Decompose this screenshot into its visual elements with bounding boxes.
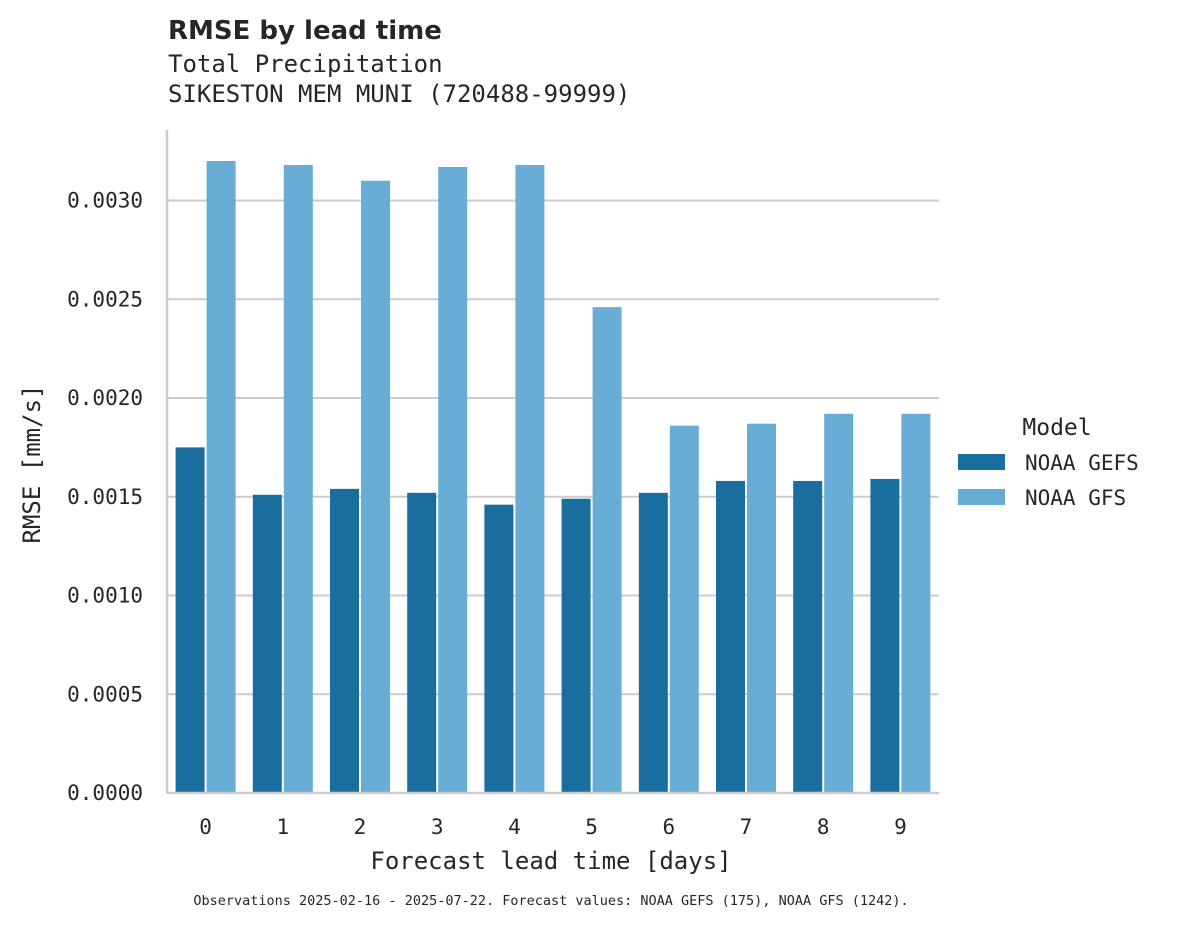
bar-noaa-gefs-5	[561, 498, 591, 793]
chart-caption: Observations 2025-02-16 - 2025-07-22. Fo…	[193, 893, 908, 909]
grid-lines	[167, 199, 939, 696]
bar-noaa-gfs-7	[747, 423, 776, 793]
x-tick-labels: 0 1 2 3 4 5 6 7 8 9	[199, 815, 906, 839]
bar-noaa-gfs-0	[206, 161, 236, 793]
bar-noaa-gfs-1	[283, 164, 313, 793]
legend-label: NOAA GFS	[1025, 486, 1126, 510]
x-tick-label: 5	[585, 815, 598, 839]
bar-noaa-gfs-8	[824, 413, 854, 793]
x-tick-label: 1	[276, 815, 289, 839]
y-tick-labels: 0.0000 0.0005 0.0010 0.0015 0.0020 0.0025 0.00…	[67, 189, 143, 806]
legend-swatch-noaa-gefs	[958, 454, 1005, 470]
chart-subtitle-variable: Total Precipitation	[168, 50, 443, 78]
bar-noaa-gfs-6	[669, 425, 699, 793]
bar-noaa-gefs-9	[870, 478, 900, 793]
y-tick-label: 0.0015	[67, 485, 143, 509]
bar-noaa-gefs-7	[716, 480, 745, 793]
axes	[165, 130, 939, 795]
bar-noaa-gefs-3	[407, 492, 437, 793]
bars	[175, 161, 931, 794]
x-tick-label: 6	[662, 815, 675, 839]
chart-subtitle-station: SIKESTON MEM MUNI (720488-99999)	[168, 80, 631, 108]
x-tick-label: 8	[817, 815, 830, 839]
legend-label: NOAA GEFS	[1025, 451, 1139, 475]
bar-noaa-gefs-1	[252, 494, 282, 793]
y-tick-label: 0.0025	[67, 287, 143, 311]
x-tick-label: 0	[199, 815, 212, 839]
y-tick-label: 0.0000	[67, 781, 143, 805]
bar-noaa-gefs-4	[484, 504, 514, 793]
x-axis-label: Forecast lead time [days]	[370, 847, 731, 875]
bar-noaa-gfs-4	[515, 164, 545, 793]
bar-noaa-gefs-2	[330, 488, 359, 793]
bar-noaa-gfs-3	[438, 166, 468, 794]
x-tick-label: 9	[894, 815, 907, 839]
x-tick-label: 2	[354, 815, 367, 839]
x-tick-label: 7	[740, 815, 753, 839]
bar-noaa-gfs-5	[592, 307, 622, 793]
bar-noaa-gefs-8	[793, 480, 823, 793]
y-tick-label: 0.0010	[67, 584, 143, 608]
bar-noaa-gfs-2	[361, 180, 390, 793]
legend-title: Model	[1022, 415, 1091, 441]
y-tick-label: 0.0020	[67, 386, 143, 410]
bar-noaa-gefs-0	[175, 447, 205, 793]
bar-noaa-gefs-6	[638, 492, 668, 793]
x-tick-label: 3	[431, 815, 444, 839]
chart-title: RMSE by lead time	[168, 16, 442, 46]
legend: Model NOAA GEFS NOAA GFS	[958, 415, 1139, 510]
x-tick-label: 4	[508, 815, 521, 839]
y-axis-label: RMSE [mm/s]	[18, 385, 46, 544]
bar-noaa-gfs-9	[901, 413, 931, 793]
y-tick-label: 0.0005	[67, 682, 143, 706]
legend-swatch-noaa-gfs	[958, 489, 1005, 505]
y-tick-label: 0.0030	[67, 189, 143, 213]
